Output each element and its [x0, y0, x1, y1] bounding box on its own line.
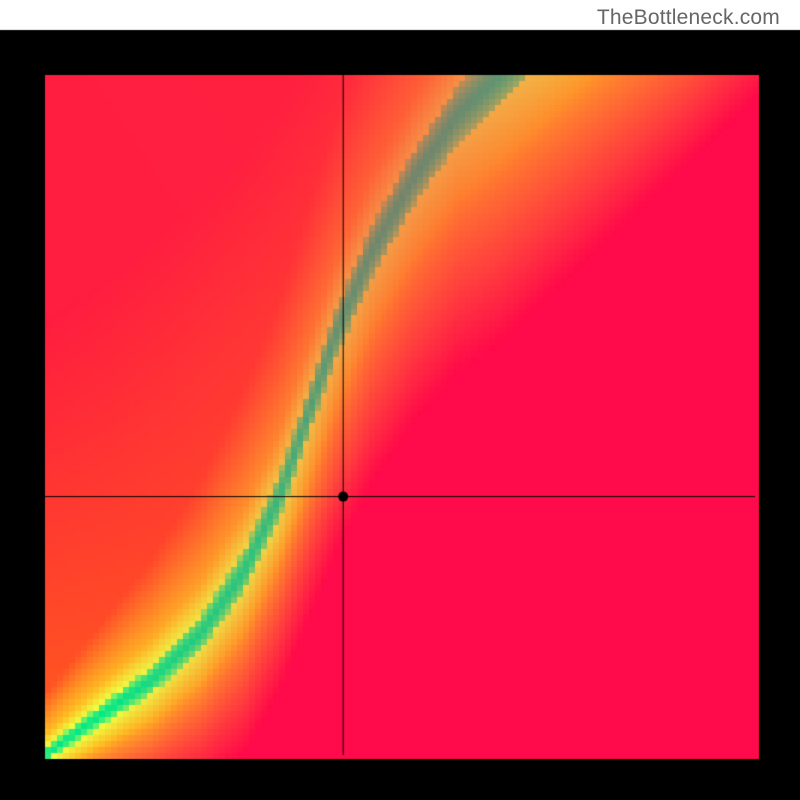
- bottleneck-heatmap-canvas: [0, 0, 800, 800]
- chart-container: TheBottleneck.com: [0, 0, 800, 800]
- watermark-text: TheBottleneck.com: [597, 6, 780, 30]
